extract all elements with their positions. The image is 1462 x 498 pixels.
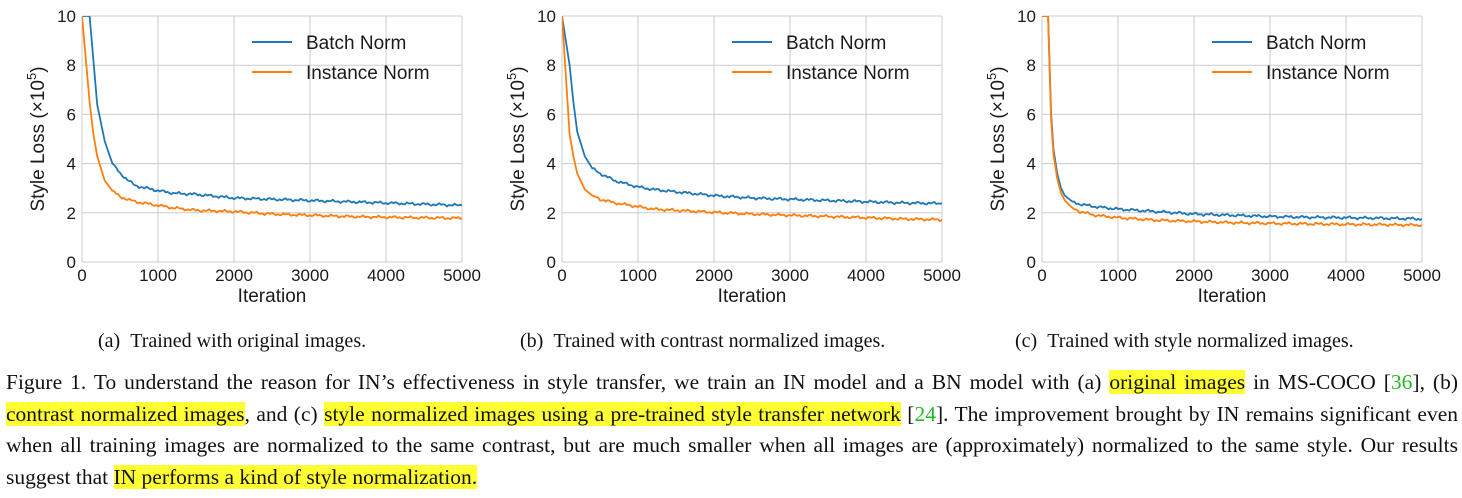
caption-highlight-3: style normalized images using a pre-trai… [324,401,901,426]
x-tick-label: 2000 [1175,266,1213,285]
caption-text-1: Figure 1. To understand the reason for I… [6,370,1110,394]
x-axis-label: Iteration [1198,286,1267,307]
y-tick-label: 0 [547,253,556,272]
x-tick-label: 0 [1037,266,1046,285]
y-tick-label: 2 [547,204,556,223]
series-line-instance-norm [1042,16,1422,228]
y-tick-label: 10 [1017,7,1036,26]
y-tick-label: 8 [1027,56,1036,75]
y-tick-label: 4 [1027,155,1036,174]
caption-text-4: , and (c) [244,401,325,426]
x-tick-label: 3000 [1251,266,1289,285]
x-axis-label: Iteration [718,286,787,307]
caption-highlight-2: contrast normalized images [6,401,245,426]
series-line-batch-norm [1042,16,1422,221]
y-tick-label: 6 [547,105,556,124]
citation-link[interactable]: 24 [914,401,936,426]
x-tick-label: 5000 [443,266,481,285]
y-tick-label: 0 [1027,253,1036,272]
x-tick-label: 4000 [847,266,885,285]
x-tick-label: 3000 [771,266,809,285]
x-tick-label: 5000 [923,266,961,285]
x-tick-label: 2000 [215,266,253,285]
caption-highlight-4: IN performs a kind of style normalizatio… [113,464,478,489]
series-line-batch-norm [82,16,462,208]
legend-label: Instance Norm [1266,63,1390,84]
x-tick-label: 5000 [1403,266,1441,285]
chart-a-svg: 0 1000 2000 3000 4000 5000 0 2 4 6 8 10 Batch Norm In… [24,7,481,307]
plot-area [82,16,462,221]
x-axis-label: Iteration [238,286,307,307]
subcaption-c: (c) Trained with style normalized images… [1015,330,1354,352]
subcaption-b: (b) Trained with contrast normalized ima… [520,330,886,352]
plot-area [562,16,942,223]
caption-text-5: [ [900,401,915,426]
x-tick-label: 1000 [619,266,657,285]
y-tick-label: 10 [57,7,76,26]
caption-text-6: ]. The improvement brought by IN remains… [6,401,1459,489]
caption-highlight-1: original images [1109,370,1246,394]
y-tick-label: 10 [537,7,556,26]
chart-c: 0 1000 2000 3000 4000 5000 0 2 4 6 8 10 Batch Norm In… [960,0,1441,310]
y-tick-label: 0 [67,253,76,272]
x-tick-label: 1000 [139,266,177,285]
chart-c-svg: 0 1000 2000 3000 4000 5000 0 2 4 6 8 10 Batch Norm In… [984,7,1441,307]
y-tick-label: 2 [1027,204,1036,223]
legend-label: Batch Norm [306,33,406,54]
x-tick-label: 1000 [1099,266,1137,285]
figure-caption: Figure 1. To understand the reason for I… [6,367,1458,493]
chart-a: 0 1000 2000 3000 4000 5000 0 2 4 6 8 10 Batch Norm In… [0,0,481,310]
series-line-batch-norm [562,16,942,206]
y-axis-label: Style Loss (×105) [984,66,1009,211]
x-tick-label: 2000 [695,266,733,285]
y-tick-label: 8 [67,56,76,75]
y-axis-label: Style Loss (×105) [24,66,49,211]
y-tick-label: 6 [1027,105,1036,124]
x-tick-label: 3000 [291,266,329,285]
series-line-instance-norm [562,16,942,223]
y-tick-label: 4 [67,155,76,174]
caption-text-2: in MS-COCO [ [1245,370,1391,394]
legend-label: Batch Norm [786,33,886,54]
x-tick-label: 0 [77,266,86,285]
legend-label: Instance Norm [786,63,910,84]
caption-text-3: ], (b) [1412,370,1458,394]
y-tick-label: 8 [547,56,556,75]
series-line-instance-norm [82,16,462,221]
legend-label: Batch Norm [1266,33,1366,54]
x-tick-label: 0 [557,266,566,285]
y-tick-label: 6 [67,105,76,124]
chart-b-svg: 0 1000 2000 3000 4000 5000 0 2 4 6 8 10 Batch Norm In… [504,7,961,307]
chart-b: 0 1000 2000 3000 4000 5000 0 2 4 6 8 10 Batch Norm In… [480,0,961,310]
legend-label: Instance Norm [306,63,430,84]
plot-area [1042,16,1422,228]
citation-link[interactable]: 36 [1390,370,1413,394]
subcaption-a: (a) Trained with original images. [98,330,367,352]
y-tick-label: 2 [67,204,76,223]
x-tick-label: 4000 [1327,266,1365,285]
x-tick-label: 4000 [367,266,405,285]
y-axis-label: Style Loss (×105) [504,66,529,211]
y-tick-label: 4 [547,155,556,174]
